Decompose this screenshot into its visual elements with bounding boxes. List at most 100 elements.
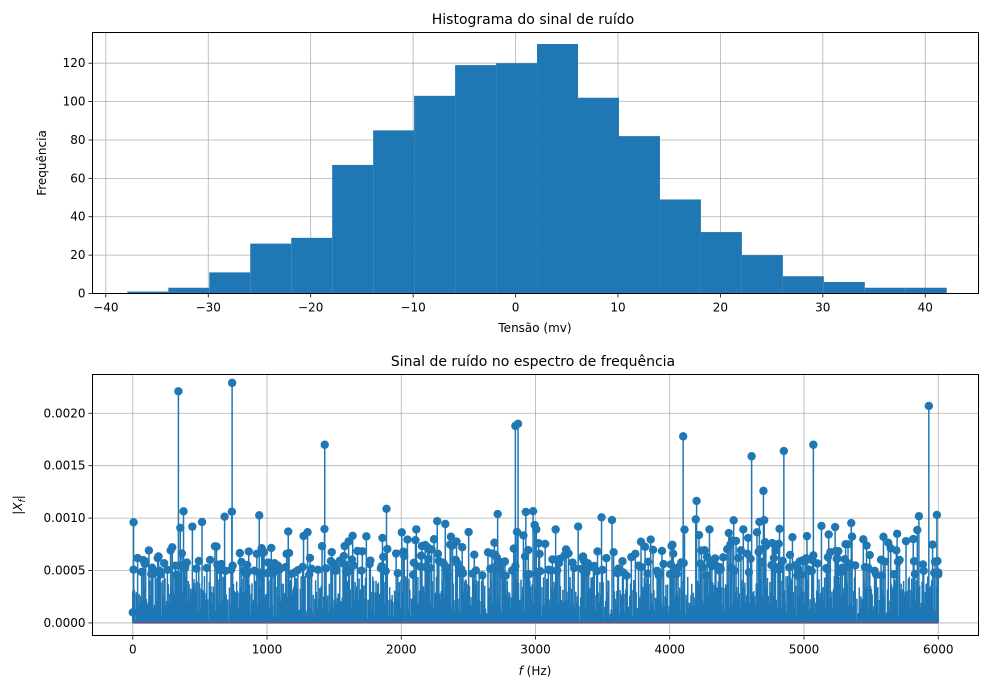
spectrum-stem-marker <box>313 565 323 574</box>
histogram-x-ticks: −40 −30 −20 −10 0 10 20 30 40 <box>93 293 933 315</box>
spectrum-stem-marker <box>227 507 237 516</box>
spectrum-stem-marker <box>391 549 401 558</box>
spectrum-stem-marker <box>452 537 461 546</box>
spectrum-y-label: |Xf| <box>11 495 28 515</box>
spectrum-stem-marker <box>281 562 291 572</box>
spectrum-x-ticks: 0 1000 2000 3000 4000 5000 6000 <box>129 635 954 657</box>
histogram-bar <box>373 130 415 294</box>
spectrum-stem-marker <box>255 511 264 520</box>
histogram-bar <box>823 281 865 294</box>
spectrum-stem-marker <box>268 568 278 578</box>
spectrum-stem-marker <box>788 532 797 542</box>
spectrum-stem-marker <box>512 527 522 537</box>
spectrum-stem-marker <box>862 541 871 550</box>
spectrum-stem-marker <box>341 560 350 570</box>
spectrum-stem-marker <box>446 532 456 541</box>
spectrum-stem-marker <box>548 555 557 564</box>
spectrum-stem-marker <box>669 549 678 558</box>
spectrum-stem-marker <box>843 540 853 549</box>
spectrum-stem-marker <box>761 541 771 551</box>
spectrum-stem-marker <box>259 547 269 557</box>
spectrum-stem-marker <box>553 565 562 575</box>
spectrum-stem-marker <box>141 557 150 566</box>
spectrum-stem-marker <box>643 569 652 578</box>
spectrum-stem-marker <box>665 570 675 579</box>
spectrum-stem-marker <box>379 552 388 562</box>
spectrum-stem-marker <box>879 532 888 542</box>
spectrum-stem-marker <box>393 568 402 578</box>
spectrum-stem-marker <box>597 513 606 522</box>
spectrum-stem-marker <box>774 539 783 548</box>
spectrum-stem-marker <box>757 557 767 567</box>
spectrum-stem-marker <box>179 507 188 516</box>
spectrum-stem-marker <box>217 559 226 569</box>
spectrum-stem-marker <box>192 564 201 573</box>
spectrum-stem-marker <box>220 512 229 521</box>
spectrum-stem-marker <box>521 507 531 517</box>
spectrum-stem-marker <box>177 549 187 558</box>
spectrum-stem-marker <box>331 566 340 576</box>
spectrum-stem-marker <box>155 570 165 579</box>
spectrum-stem-marker <box>244 547 253 556</box>
spectrum-stem-marker <box>551 525 560 534</box>
spectrum-stem-marker <box>320 524 329 534</box>
spectrum-y-tick-label: 0.0015 <box>44 459 86 473</box>
spectrum-stem-marker <box>267 543 276 553</box>
spectrum-stem-marker <box>144 546 154 555</box>
spectrum-stem-marker <box>382 504 391 514</box>
histogram-bar <box>578 97 619 294</box>
spectrum-stem-marker <box>416 551 426 560</box>
spectrum-y-tick-label: 0.0020 <box>44 406 86 420</box>
histogram-y-tick-label: 0 <box>78 287 86 301</box>
histogram-bar <box>618 136 660 294</box>
spectrum-stem-marker <box>303 528 312 537</box>
spectrum-stem-marker <box>698 563 708 572</box>
histogram-y-tick-label: 20 <box>70 248 85 262</box>
spectrum-stem-marker <box>602 553 611 563</box>
spectrum-stem-marker <box>235 548 245 558</box>
spectrum-stem-marker <box>383 544 392 554</box>
spectrum-stem-marker <box>188 522 197 531</box>
spectrum-stem-marker <box>657 546 667 556</box>
spectrum-stem-marker <box>307 564 316 574</box>
spectrum-stem-marker <box>934 568 943 577</box>
spectrum-stem-marker <box>357 566 366 575</box>
spectrum-stem-marker <box>932 510 942 520</box>
spectrum-stem-marker <box>914 511 924 521</box>
spectrum-stem-marker <box>637 562 647 572</box>
histogram-chart: Histograma do sinal de ruído −40 −30 −20 −1… <box>35 12 979 335</box>
spectrum-stem-marker <box>910 569 920 579</box>
spectrum-stem-marker <box>913 525 922 535</box>
spectrum-stem-marker <box>212 542 221 551</box>
spectrum-stem-marker <box>147 563 157 572</box>
spectrum-stem-marker <box>176 523 185 532</box>
spectrum-stem-marker <box>569 563 579 573</box>
spectrum-stem-marker <box>892 546 901 555</box>
histogram-y-tick-label: 60 <box>70 171 85 185</box>
histogram-x-tick-label: −20 <box>298 301 323 315</box>
spectrum-stem-marker <box>540 539 550 549</box>
spectrum-stem-marker <box>154 552 163 561</box>
spectrum-stem-marker <box>159 559 169 568</box>
spectrum-stem-marker <box>779 446 789 456</box>
spectrum-stem-marker <box>918 560 928 569</box>
spectrum-title: Sinal de ruído no espectro de frequência <box>391 354 675 370</box>
spectrum-stem-marker <box>408 570 418 579</box>
spectrum-stem-marker <box>500 557 510 566</box>
spectrum-stem-marker <box>822 565 832 574</box>
histogram-bar <box>741 255 783 294</box>
spectrum-stem-marker <box>137 567 146 577</box>
spectrum-stem-marker <box>524 569 534 579</box>
spectrum-stem-marker <box>519 531 528 540</box>
spectrum-stem-marker <box>865 550 874 560</box>
spectrum-stem-marker <box>736 546 746 555</box>
spectrum-stem-marker <box>256 571 266 580</box>
spectrum-stem-marker <box>793 564 803 573</box>
spectrum-stem-marker <box>513 419 523 428</box>
spectrum-stem-marker <box>809 440 818 449</box>
spectrum-stem-marker <box>573 522 583 531</box>
spectrum-stem-marker <box>655 569 664 578</box>
spectrum-stem-marker <box>358 547 367 556</box>
spectrum-stem-marker <box>739 525 748 534</box>
